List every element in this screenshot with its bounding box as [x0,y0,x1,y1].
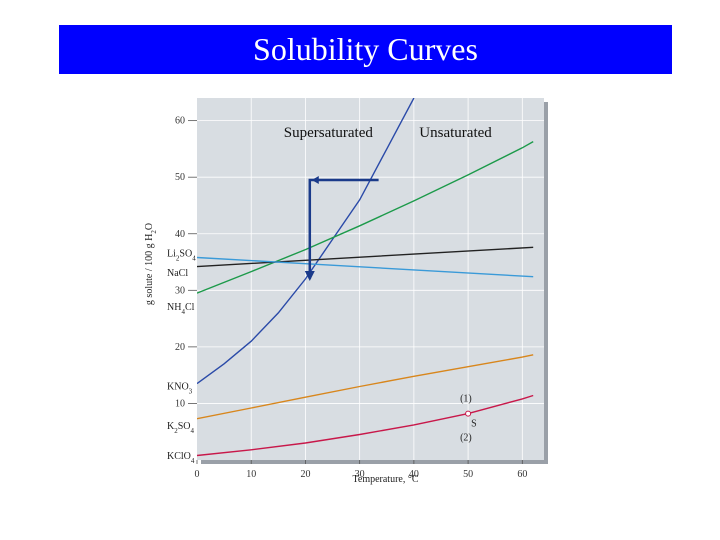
series-line-li2so4 [197,246,534,268]
point-s-above: (1) [460,394,472,405]
point-s-label: S [471,419,477,430]
x-tick-label: 60 [517,469,527,480]
y-tick-label: 40 [175,229,185,240]
x-tick-label: 0 [195,469,200,480]
compound-label-kclo4: KClO4 [167,451,195,465]
series-line-kclo4 [197,394,534,457]
compound-label-nh4cl: NH4Cl [167,302,195,316]
x-tick-label: 50 [463,469,473,480]
y-tick-label: 60 [175,116,185,127]
point-s-marker [465,410,472,417]
y-tick-label: 20 [175,342,185,353]
x-tick-label: 40 [409,469,419,480]
x-tick-label: 30 [355,469,365,480]
series-line-kno3 [197,98,415,385]
x-axis-label: Temperature, °C [352,474,418,485]
point-s-below: (2) [460,433,472,444]
compound-label-k2so4: K2SO4 [167,421,195,435]
arrow-path [308,178,379,279]
x-tick-label: 10 [246,469,256,480]
annotation-unsaturated: Unsaturated [419,125,492,141]
y-tick-label: 50 [175,172,185,183]
plot-area: 60 50 40 30 20 10 0 10 20 30 40 50 60 Temperature, °C… [144,98,548,485]
compound-label-nacl: NaCl [167,268,188,279]
compound-label-li2so4: Li2SO4 [167,248,196,262]
series-line-nh4cl [197,140,534,294]
series-line-nacl [197,256,534,278]
x-tick-label: 20 [300,469,310,480]
arrow-head-left [311,176,319,185]
annotation-supersaturated: Supersaturated [284,125,374,141]
y-axis-label: g solute / 100 g H2O [144,223,158,305]
slide-title: Solubility Curves [59,25,672,74]
series-line-k2so4 [197,354,534,420]
compound-label-kno3: KNO3 [167,381,193,395]
y-tick-label: 30 [175,285,185,296]
plot-background [197,98,544,460]
arrow-head-down [304,271,315,281]
y-tick-label: 10 [175,398,185,409]
